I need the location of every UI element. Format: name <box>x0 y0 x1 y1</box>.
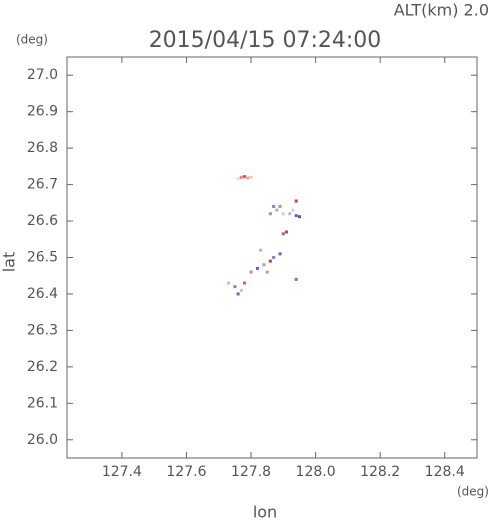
data-point <box>285 230 289 234</box>
data-point <box>268 212 272 216</box>
x-axis-label: lon <box>253 503 277 521</box>
data-point <box>255 266 259 270</box>
data-point <box>249 175 253 179</box>
y-unit: (deg) <box>16 33 48 47</box>
data-point <box>259 248 263 252</box>
data-point <box>294 277 298 281</box>
x-tick-label: 128.4 <box>425 464 465 480</box>
data-point <box>239 288 243 292</box>
data-point <box>275 208 279 212</box>
y-tick-label: 26.7 <box>27 177 58 193</box>
data-point <box>243 175 247 179</box>
y-tick-label: 26.4 <box>27 286 58 302</box>
data-point <box>294 199 298 203</box>
y-axis-label: lat <box>0 252 19 273</box>
y-tick-label: 26.2 <box>27 359 58 375</box>
data-point <box>262 263 266 267</box>
data-point <box>268 259 272 263</box>
data-point <box>288 212 292 216</box>
x-tick-label: 127.8 <box>231 464 271 480</box>
y-tick-label: 26.9 <box>27 104 58 120</box>
data-point <box>249 270 253 274</box>
x-tick-label: 128.0 <box>296 464 336 480</box>
data-point <box>239 175 243 179</box>
data-point <box>236 292 240 296</box>
y-tick-label: 26.1 <box>27 395 58 411</box>
data-point <box>236 177 240 181</box>
data-point <box>233 285 237 289</box>
x-tick-label: 128.2 <box>360 464 400 480</box>
data-point <box>281 232 285 236</box>
data-point <box>297 215 301 219</box>
y-tick-label: 26.8 <box>27 140 58 156</box>
data-point <box>272 256 276 259</box>
data-point <box>265 270 269 274</box>
x-tick-label: 127.6 <box>166 464 206 480</box>
y-tick-label: 26.6 <box>27 213 58 229</box>
data-point <box>278 204 282 208</box>
data-point <box>278 252 282 256</box>
data-point <box>246 176 250 180</box>
altitude-label: ALT(km) 2.0 <box>394 1 489 20</box>
data-point <box>291 208 295 212</box>
x-tick-label: 127.4 <box>102 464 142 480</box>
y-tick-label: 26.5 <box>27 250 58 266</box>
data-point <box>226 281 230 285</box>
x-unit: (deg) <box>457 485 489 499</box>
data-point <box>294 214 298 218</box>
data-point <box>272 204 276 208</box>
chart-title: 2015/04/15 07:24:00 <box>149 28 382 53</box>
y-tick-label: 27.0 <box>27 67 58 83</box>
data-point <box>281 212 285 216</box>
data-point <box>243 281 247 285</box>
y-tick-label: 26.0 <box>27 432 58 448</box>
plot-frame <box>66 56 478 459</box>
y-tick-label: 26.3 <box>27 322 58 338</box>
